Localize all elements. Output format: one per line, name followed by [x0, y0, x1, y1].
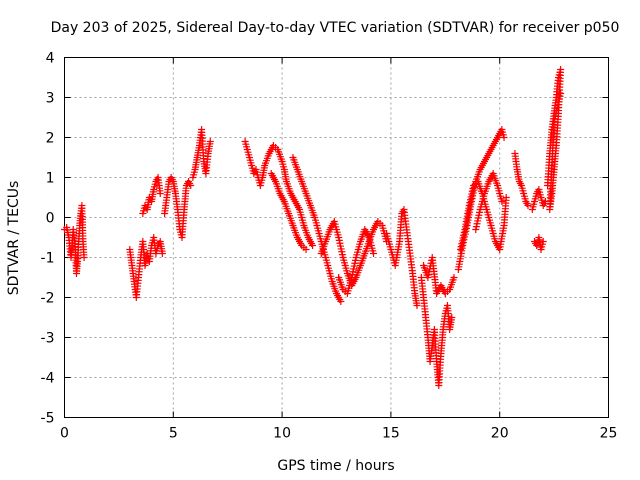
x-tick-label: 20 [491, 426, 509, 442]
x-tick-label: 25 [600, 426, 618, 442]
grid [64, 57, 609, 418]
y-axis-label: SDTVAR / TECUs [6, 181, 22, 296]
y-axis: -5 -4 -3 -2 -1 0 1 2 3 4 [41, 51, 609, 427]
data-point [158, 250, 166, 257]
data-point [302, 246, 310, 253]
y-tick-label: -4 [41, 371, 55, 387]
y-tick-label: 0 [46, 211, 55, 227]
x-axis: 0 5 10 15 20 25 [60, 57, 618, 442]
data-point [448, 314, 456, 321]
y-tick-label: -5 [41, 411, 55, 427]
y-tick-label: 2 [46, 131, 55, 147]
data-points [61, 66, 565, 389]
x-axis-label: GPS time / hours [277, 458, 394, 474]
x-tick-label: 15 [382, 426, 400, 442]
data-point [539, 238, 547, 245]
x-tick-label: 10 [273, 426, 291, 442]
y-tick-label: 4 [46, 51, 55, 67]
data-point [502, 194, 510, 201]
data-point [500, 134, 508, 141]
x-tick-label: 0 [60, 426, 69, 442]
y-tick-label: 1 [46, 171, 55, 187]
data-point [206, 138, 214, 145]
y-tick-label: 3 [46, 91, 55, 107]
data-point [557, 90, 565, 97]
y-tick-label: -3 [41, 331, 55, 347]
data-point [369, 250, 377, 257]
y-tick-label: -2 [41, 291, 55, 307]
plot-frame [64, 57, 609, 418]
data-point [524, 202, 532, 209]
data-point [309, 242, 317, 249]
data-point [80, 254, 88, 261]
y-tick-label: -1 [41, 251, 55, 267]
data-point [156, 190, 164, 197]
data-point [187, 182, 195, 189]
data-point [498, 198, 506, 205]
x-tick-label: 5 [169, 426, 178, 442]
data-point [337, 298, 345, 305]
chart-title: Day 203 of 2025, Sidereal Day-to-day VTE… [51, 20, 620, 36]
data-point [450, 274, 458, 281]
data-point [413, 302, 421, 309]
